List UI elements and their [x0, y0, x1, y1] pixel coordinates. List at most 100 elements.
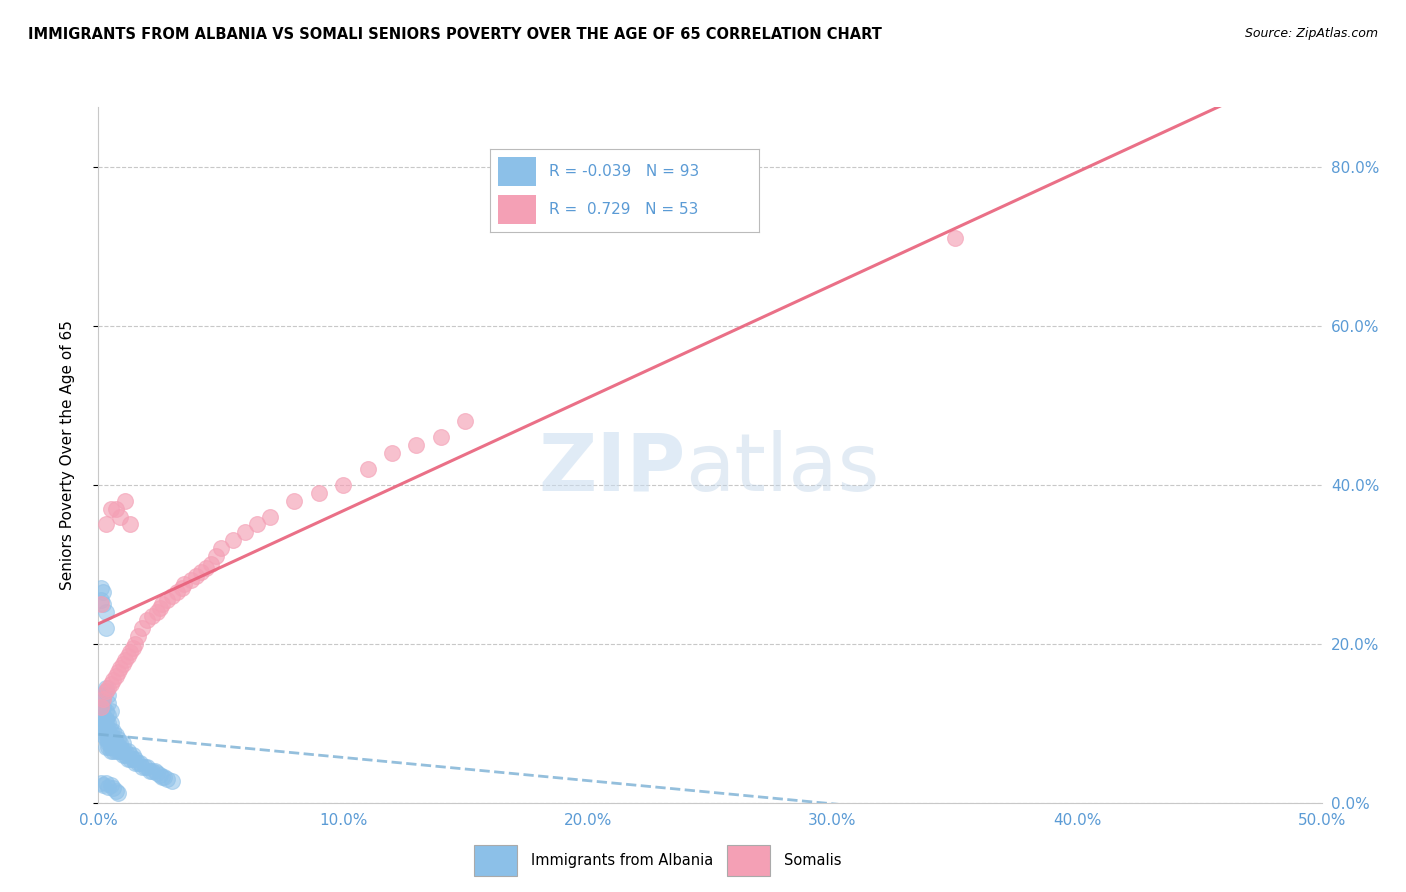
Point — [127, 756, 149, 770]
Point — [166, 585, 188, 599]
Point — [209, 541, 232, 556]
Point — [111, 744, 134, 758]
Point — [90, 720, 112, 734]
Point — [141, 609, 163, 624]
Point — [124, 756, 146, 770]
Point — [141, 764, 163, 778]
Point — [97, 780, 120, 794]
Point — [94, 681, 117, 695]
Point — [91, 716, 114, 731]
Point — [90, 712, 112, 726]
Point — [127, 629, 149, 643]
Point — [405, 438, 427, 452]
Point — [120, 748, 142, 763]
Point — [111, 736, 134, 750]
Point — [90, 700, 112, 714]
Point — [97, 724, 120, 739]
Point — [111, 657, 134, 671]
Point — [110, 660, 132, 674]
Point — [91, 692, 114, 706]
Point — [90, 593, 112, 607]
Point — [143, 764, 166, 778]
Point — [104, 501, 127, 516]
Point — [97, 681, 120, 695]
Point — [101, 740, 124, 755]
Point — [150, 597, 173, 611]
Point — [94, 740, 117, 755]
Point — [94, 724, 117, 739]
Point — [129, 756, 152, 770]
Point — [156, 772, 179, 786]
Point — [91, 585, 114, 599]
Point — [94, 517, 117, 532]
Point — [205, 549, 228, 564]
Point — [100, 704, 122, 718]
Point — [97, 697, 120, 711]
Point — [117, 744, 139, 758]
Point — [100, 724, 122, 739]
Point — [104, 728, 127, 742]
Point — [91, 778, 114, 792]
Point — [943, 231, 966, 245]
Point — [100, 501, 122, 516]
Point — [139, 764, 162, 778]
Point — [91, 597, 114, 611]
Text: IMMIGRANTS FROM ALBANIA VS SOMALI SENIORS POVERTY OVER THE AGE OF 65 CORRELATION: IMMIGRANTS FROM ALBANIA VS SOMALI SENIOR… — [28, 27, 882, 42]
Point — [91, 708, 114, 723]
Point — [91, 728, 114, 742]
Point — [100, 778, 122, 792]
Text: R =  0.729   N = 53: R = 0.729 N = 53 — [550, 202, 699, 217]
Point — [100, 740, 122, 755]
Point — [120, 645, 142, 659]
Point — [149, 768, 172, 782]
Point — [104, 744, 127, 758]
Bar — [474, 846, 516, 876]
Point — [332, 477, 354, 491]
Text: ZIP: ZIP — [538, 430, 686, 508]
Point — [120, 517, 142, 532]
Text: R = -0.039   N = 93: R = -0.039 N = 93 — [550, 164, 699, 179]
Point — [97, 689, 120, 703]
Point — [190, 565, 212, 579]
Point — [134, 760, 156, 774]
Point — [114, 748, 136, 763]
Point — [107, 665, 129, 679]
Point — [160, 589, 183, 603]
Text: atlas: atlas — [686, 430, 880, 508]
Bar — [727, 846, 770, 876]
Point — [94, 712, 117, 726]
Point — [107, 732, 129, 747]
Point — [124, 752, 146, 766]
Point — [117, 752, 139, 766]
Point — [91, 720, 114, 734]
Point — [146, 605, 169, 619]
Point — [454, 414, 477, 428]
Y-axis label: Seniors Poverty Over the Age of 65: Seniors Poverty Over the Age of 65 — [60, 320, 75, 590]
Point — [94, 684, 117, 698]
Point — [146, 765, 169, 780]
Point — [170, 581, 193, 595]
Point — [90, 597, 112, 611]
Point — [117, 648, 139, 663]
Point — [100, 676, 122, 690]
Point — [111, 748, 134, 763]
Point — [110, 744, 132, 758]
Point — [94, 704, 117, 718]
Point — [259, 509, 281, 524]
Point — [124, 637, 146, 651]
Point — [90, 581, 112, 595]
Point — [186, 569, 208, 583]
Point — [195, 561, 218, 575]
Text: Immigrants from Albania: Immigrants from Albania — [531, 854, 713, 868]
Point — [97, 716, 120, 731]
Point — [90, 776, 112, 790]
Point — [97, 728, 120, 742]
Point — [200, 558, 222, 572]
Point — [173, 577, 195, 591]
Point — [97, 732, 120, 747]
Point — [91, 689, 114, 703]
Point — [100, 716, 122, 731]
Point — [94, 621, 117, 635]
Point — [180, 573, 202, 587]
Point — [222, 533, 245, 548]
